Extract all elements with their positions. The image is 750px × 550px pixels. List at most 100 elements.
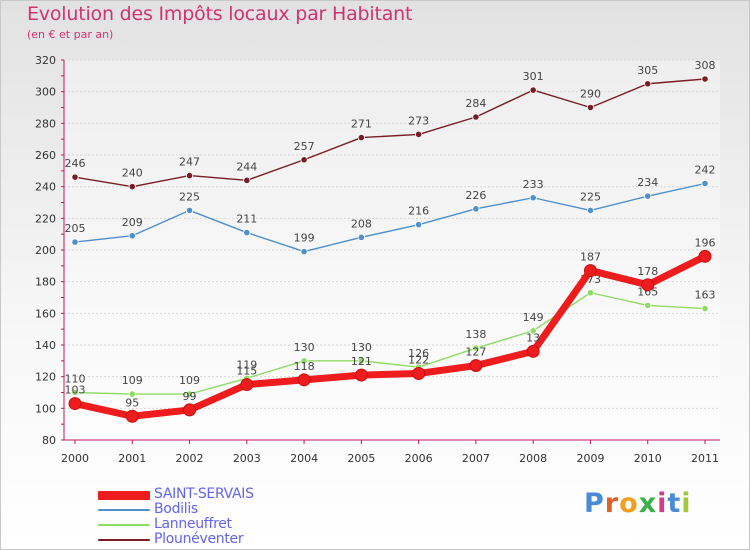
data-point-saint-servais: [583, 264, 597, 278]
data-label-bodilis: 208: [351, 217, 372, 230]
logo-letter: t: [667, 488, 682, 519]
data-label-lanneuffret: 130: [351, 341, 372, 354]
x-tick-label: 2001: [118, 452, 146, 465]
data-point-bodilis: [415, 221, 423, 229]
data-label-lanneuffret: 109: [122, 374, 143, 387]
data-label-ploun-venter: 257: [294, 140, 315, 153]
data-label-saint-servais: 99: [183, 390, 197, 403]
x-tick-label: 2000: [61, 452, 89, 465]
data-point-lanneuffret: [185, 390, 194, 398]
data-point-lanneuffret: [472, 344, 480, 352]
data-label-ploun-venter: 246: [65, 157, 86, 170]
data-label-saint-servais: 115: [236, 365, 257, 378]
y-tick-label: 200: [35, 244, 56, 257]
data-point-lanneuffret: [300, 357, 308, 365]
data-label-saint-servais: 196: [695, 236, 716, 249]
data-point-lanneuffret: [357, 357, 365, 365]
data-label-bodilis: 226: [465, 189, 486, 202]
data-point-bodilis: [586, 206, 595, 215]
y-tick-label: 100: [35, 402, 56, 415]
data-point-ploun-venter: [586, 103, 595, 112]
data-point-lanneuffret: [586, 289, 595, 297]
y-tick-label: 280: [35, 117, 56, 130]
data-label-bodilis: 225: [580, 190, 601, 203]
data-point-saint-servais: [526, 344, 540, 358]
data-label-lanneuffret: 149: [523, 311, 544, 324]
data-point-lanneuffret: [128, 390, 136, 398]
data-label-ploun-venter: 247: [179, 156, 200, 169]
series-line-saint-servais: [71, 252, 709, 420]
data-point-saint-servais: [183, 403, 197, 417]
data-point-ploun-venter: [300, 156, 308, 164]
data-label-saint-servais: 187: [580, 251, 601, 264]
x-tick-label: 2008: [519, 452, 547, 465]
x-tick-label: 2011: [691, 452, 719, 465]
data-label-saint-servais: 127: [465, 346, 486, 359]
data-label-lanneuffret: 109: [179, 374, 200, 387]
data-point-bodilis: [472, 205, 480, 213]
legend-label-saint-servais: SAINT-SERVAIS: [154, 486, 254, 502]
data-point-bodilis: [128, 232, 136, 240]
data-point-saint-servais: [469, 359, 483, 373]
data-label-ploun-venter: 305: [637, 64, 658, 77]
data-label-saint-servais: 95: [125, 396, 139, 409]
y-tick-label: 120: [35, 371, 56, 384]
data-point-ploun-venter: [185, 171, 194, 180]
legend-label-plouneventer: Plounéventer: [154, 531, 244, 547]
series-line-lanneuffret: [74, 292, 706, 395]
data-point-ploun-venter: [701, 75, 709, 83]
y-tick-label: 140: [35, 339, 56, 352]
x-tick-label: 2010: [634, 452, 662, 465]
legend-swatch-plouneventer: [98, 539, 150, 541]
logo-letter: i: [681, 488, 692, 519]
data-label-bodilis: 211: [236, 213, 257, 226]
data-point-ploun-venter: [243, 176, 251, 184]
data-point-ploun-venter: [357, 133, 365, 142]
chart-title: Evolution des Impôts locaux par Habitant: [27, 3, 413, 25]
data-label-saint-servais: 13: [526, 331, 540, 344]
x-tick-label: 2006: [405, 452, 433, 465]
data-point-saint-servais: [240, 378, 254, 392]
y-tick-label: 80: [42, 434, 56, 447]
data-point-bodilis: [243, 228, 251, 237]
data-point-saint-servais: [412, 367, 426, 380]
logo-letter: P: [584, 488, 605, 519]
y-tick-label: 180: [35, 276, 56, 289]
data-label-bodilis: 205: [65, 222, 86, 235]
data-label-ploun-venter: 244: [236, 160, 257, 173]
data-label-lanneuffret: 126: [408, 347, 429, 360]
data-label-bodilis: 234: [637, 176, 658, 189]
logo-letter: i: [657, 488, 668, 519]
series-line-bodilis: [74, 182, 706, 253]
x-tick-label: 2002: [176, 452, 204, 465]
x-tick-label: 2004: [290, 452, 318, 465]
data-label-ploun-venter: 273: [408, 114, 429, 127]
data-point-lanneuffret: [644, 301, 652, 310]
data-point-bodilis: [71, 238, 79, 246]
logo-letter: o: [619, 488, 639, 519]
data-label-saint-servais: 118: [294, 360, 315, 373]
data-point-ploun-venter: [415, 130, 423, 139]
legend-label-lanneuffret: Lanneuffret: [154, 516, 232, 532]
legend-label-bodilis: Bodilis: [154, 501, 198, 517]
series-line-ploun-venter: [74, 78, 706, 188]
y-tick-label: 300: [35, 86, 56, 99]
data-label-lanneuffret: 110: [65, 373, 86, 386]
data-point-saint-servais: [125, 409, 139, 423]
y-tick-label: 240: [35, 181, 56, 194]
data-point-bodilis: [644, 192, 652, 200]
x-tick-label: 2003: [233, 452, 261, 465]
data-label-lanneuffret: 138: [465, 328, 486, 341]
data-point-bodilis: [185, 206, 194, 215]
data-label-saint-servais: 103: [65, 384, 86, 397]
data-label-ploun-venter: 290: [580, 88, 601, 101]
data-label-ploun-venter: 301: [523, 70, 544, 83]
chart-subtitle: (en € et par an): [27, 28, 114, 41]
proxiti-logo: Proxiti: [584, 488, 692, 519]
legend-swatch-lanneuffret: [98, 524, 150, 526]
data-label-saint-servais: 121: [351, 355, 372, 368]
data-label-bodilis: 233: [523, 178, 544, 191]
x-tick-label: 2007: [462, 452, 490, 465]
data-point-ploun-venter: [128, 183, 136, 191]
